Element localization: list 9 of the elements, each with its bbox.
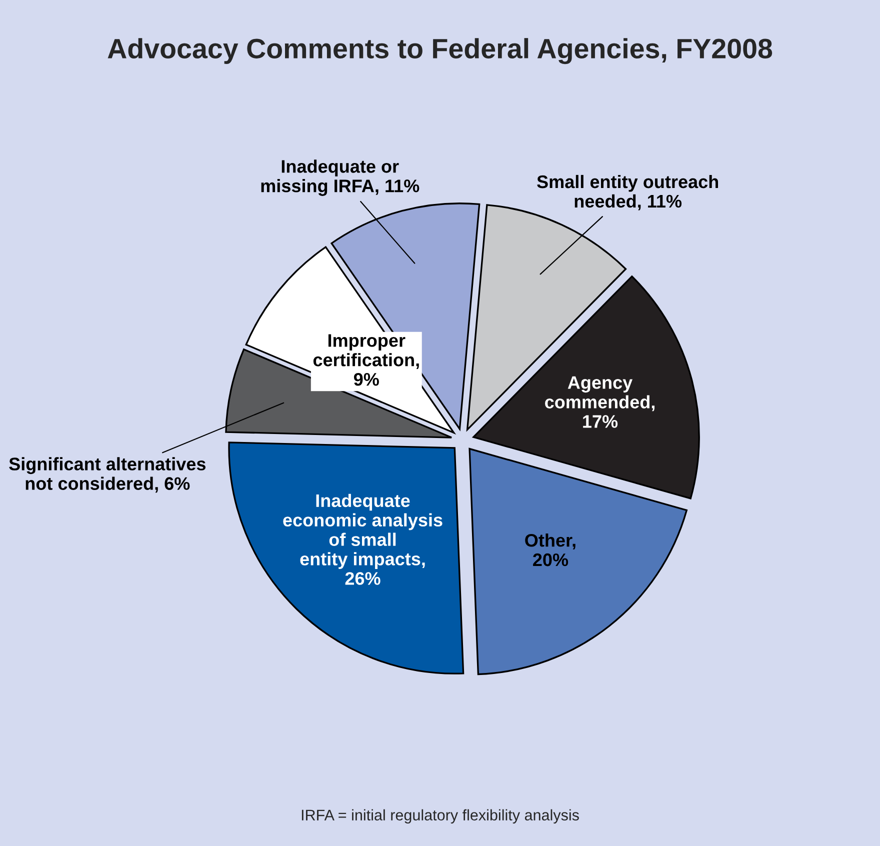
chart-title: Advocacy Comments to Federal Agencies, FY2008 <box>108 38 772 64</box>
text: IRFA = initial regulatory flexibility analysis <box>302 809 579 824</box>
slice-label: Small entity outreach needed, 11% <box>537 174 718 210</box>
slice-label: Inadequate or missing IRFA, 11% <box>261 160 420 196</box>
slice-label: Inadequate economic analysis of small entity impacts, 26% <box>283 494 442 585</box>
slice-label: Improper certification, 9% <box>313 334 419 386</box>
slice-label: Other, 20% <box>525 533 576 566</box>
slice-label: Agency commended, 17% <box>545 376 654 428</box>
slice-label: Significant alternatives not considered, 6% <box>9 457 206 493</box>
